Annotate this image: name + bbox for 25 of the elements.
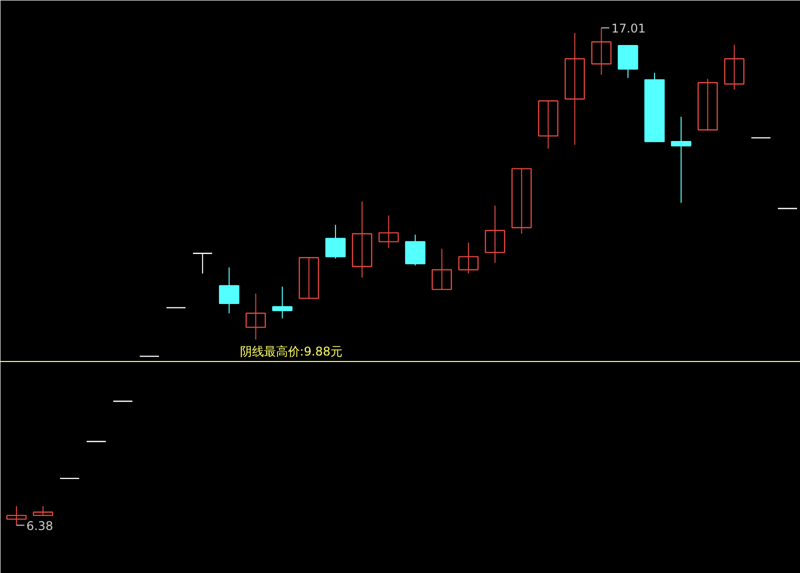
candlestick [564, 32, 585, 146]
candlestick [591, 27, 612, 76]
candlestick [484, 205, 506, 264]
candlestick [432, 248, 452, 290]
candlestick [618, 45, 638, 78]
candlestick [511, 168, 532, 234]
candlestick [325, 224, 346, 260]
candlestick [538, 100, 558, 150]
annotation: 17.01 [611, 21, 646, 36]
candlestick [670, 116, 692, 204]
candlestick [724, 44, 744, 90]
candlestick [6, 506, 27, 526]
candlestick [32, 506, 54, 516]
annotation: 6.38 [26, 518, 54, 533]
candlestick [218, 266, 240, 314]
candlestick [458, 242, 479, 274]
candlestick [272, 286, 292, 319]
candlestick [378, 214, 399, 248]
candlestick [352, 200, 372, 278]
candlestick [192, 252, 213, 274]
candlestick [246, 293, 266, 340]
candlestick [405, 234, 426, 266]
ref-line-label: 阴线最高价:9.88元 [240, 344, 343, 358]
candlestick [698, 78, 718, 132]
candlestick [298, 257, 320, 299]
